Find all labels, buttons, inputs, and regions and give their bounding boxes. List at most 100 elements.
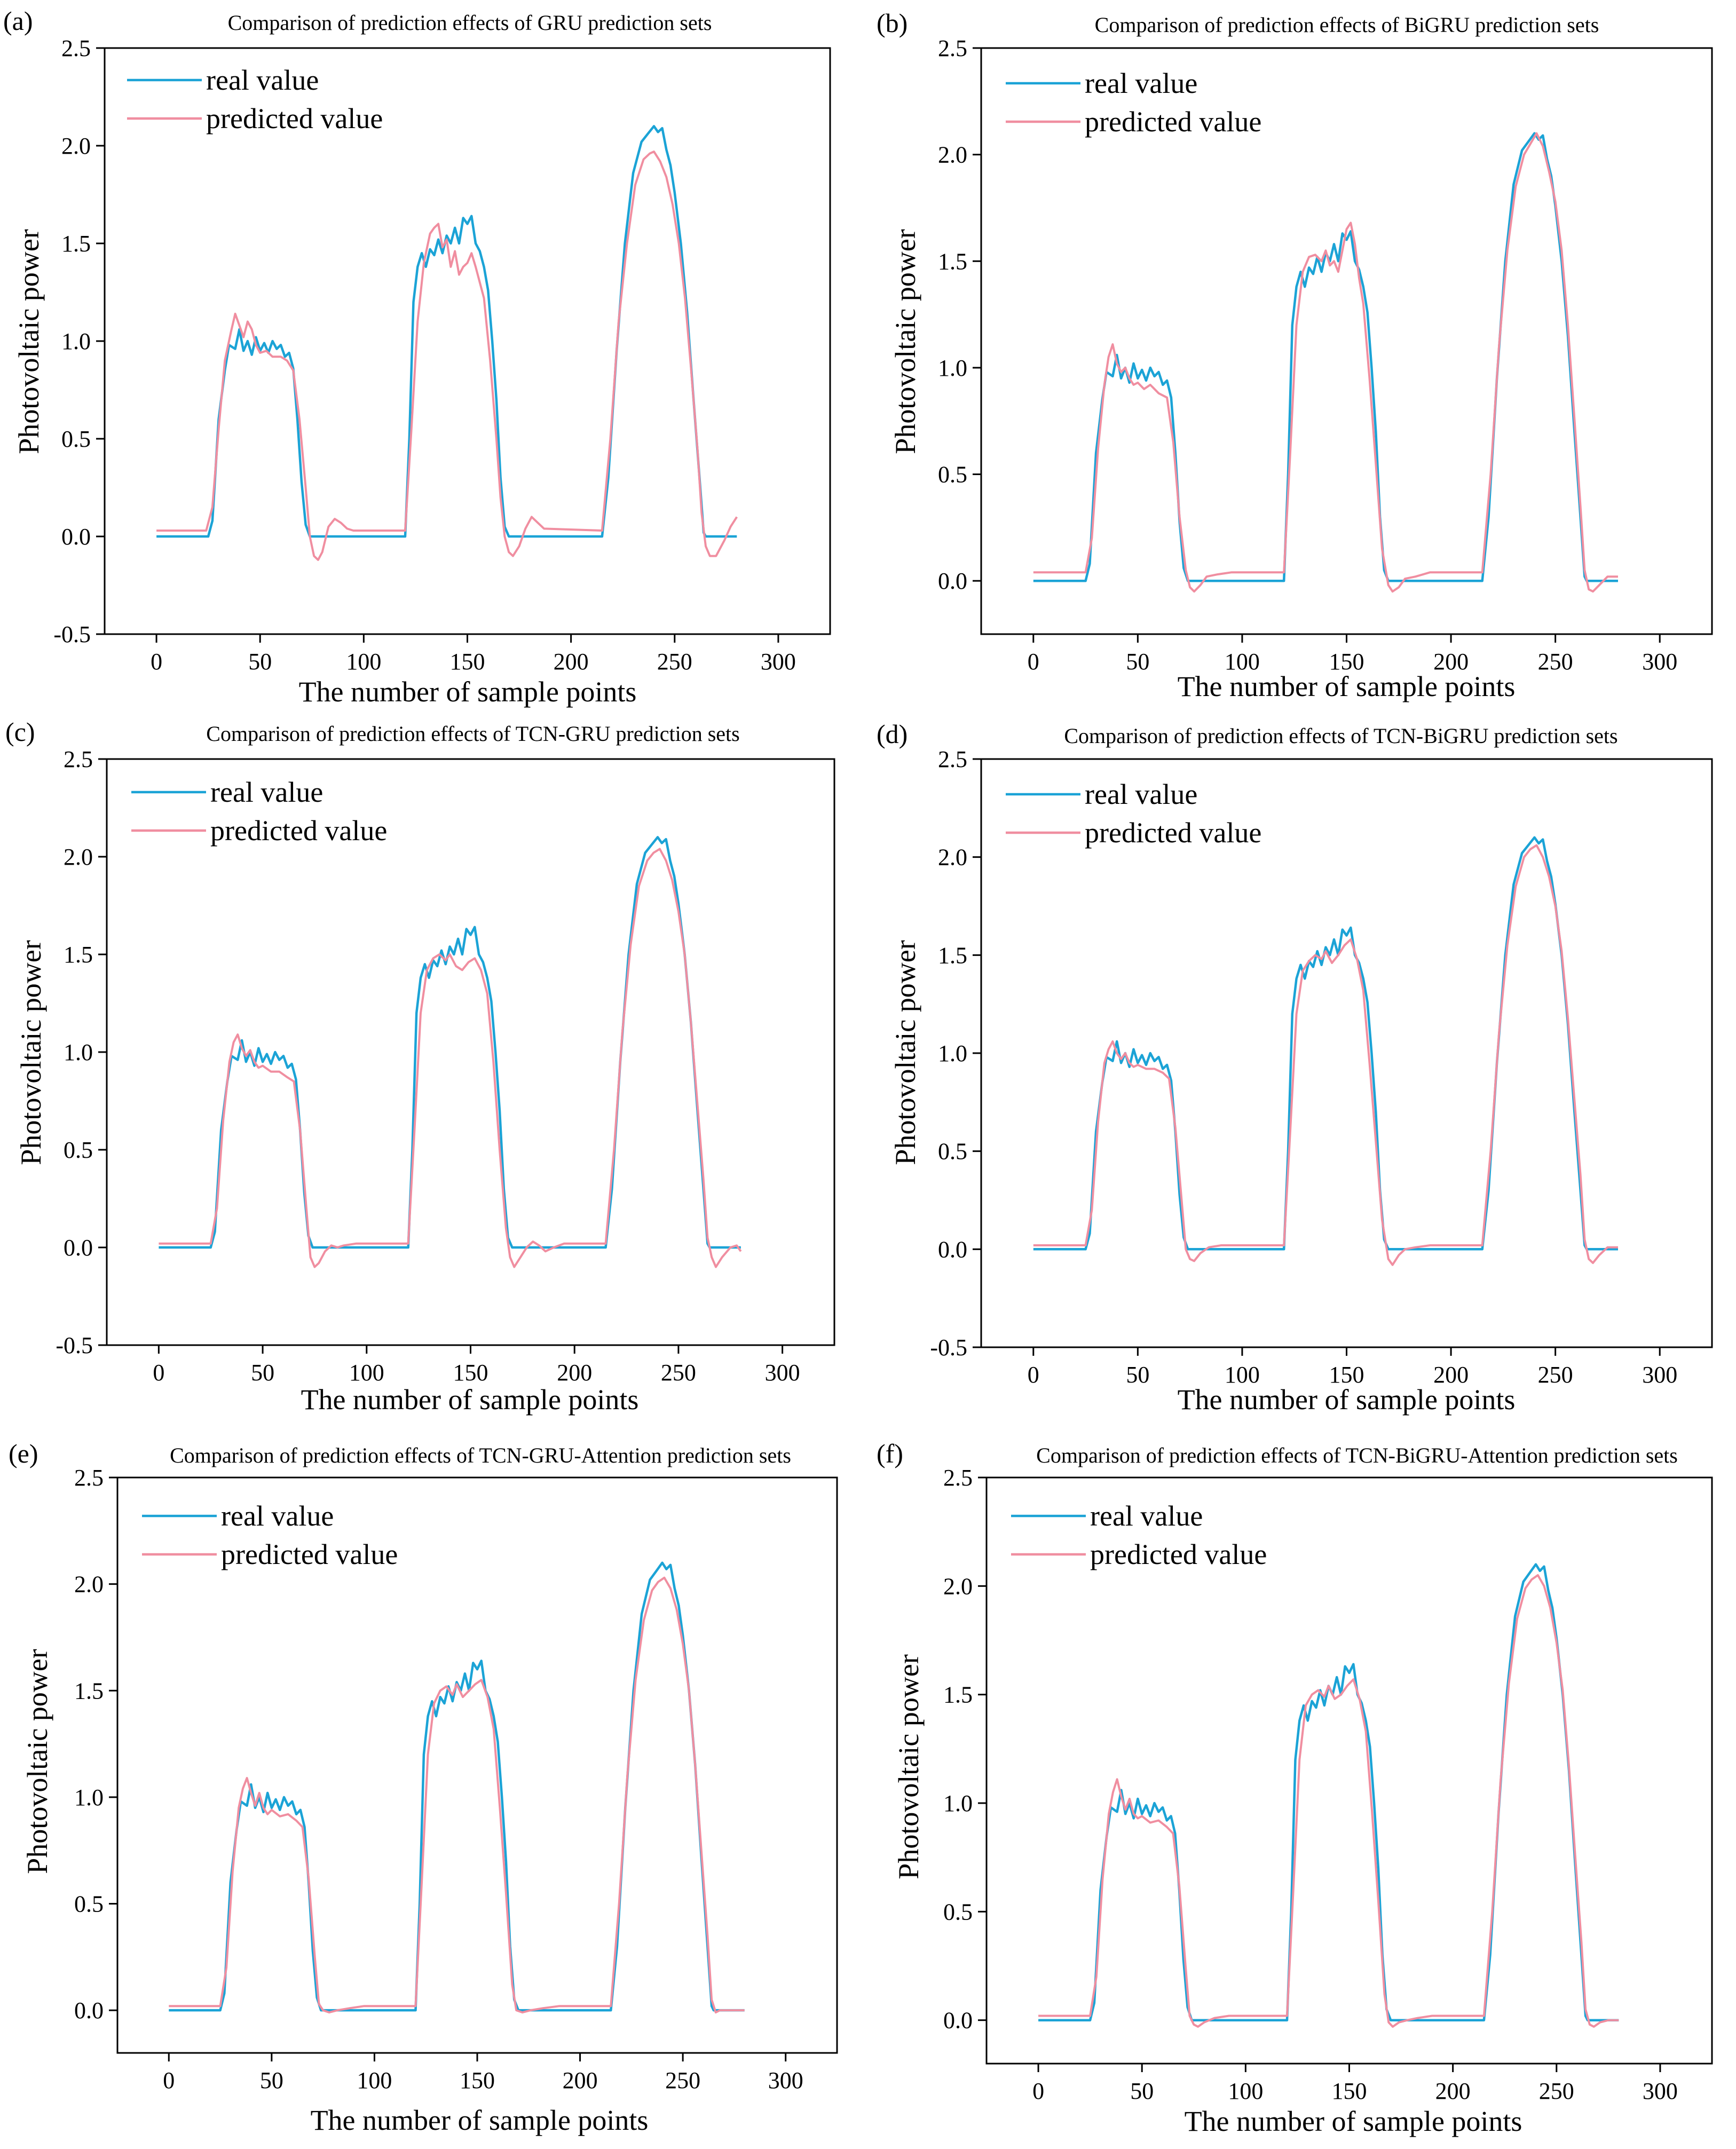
x-tick-label: 250 [665, 2067, 700, 2093]
panel-label: (f) [877, 1439, 903, 1468]
y-tick-label: 2.5 [943, 1465, 973, 1491]
y-tick-label: 1.5 [74, 1678, 104, 1704]
panel-label: (a) [3, 6, 33, 36]
x-tick-label: 150 [453, 1360, 488, 1386]
legend-label-predicted-value: predicted value [1090, 1538, 1267, 1570]
y-axis-label: Photovoltaic power [13, 229, 45, 454]
x-tick-label: 200 [1433, 649, 1469, 675]
legend-label-real-value: real value [210, 776, 323, 808]
panel-label: (d) [877, 719, 908, 749]
x-tick-label: 200 [557, 1360, 592, 1386]
x-axis-label: The number of sample points [1178, 1384, 1516, 1416]
y-tick-label: 2.0 [943, 1573, 973, 1599]
y-axis-label: Photovoltaic power [889, 940, 921, 1165]
y-tick-label: 1.5 [943, 1682, 973, 1708]
chart-panel-a: 0 50 100 150 200 250 300 -0.5 0.0 0.5 1.0 1.5 2.0 2.5… [3, 6, 831, 708]
chart-panel-d: 0 50 100 150 200 250 300 -0.5 0.0 0.5 1.0 1.5 2.0 2.5… [877, 719, 1713, 1416]
legend-label-predicted-value: predicted value [1085, 106, 1261, 138]
chart-title: Comparison of prediction effects of TCN-… [1036, 1443, 1678, 1467]
y-tick-label: 1.0 [938, 1040, 967, 1066]
x-tick-label: 50 [248, 649, 272, 675]
legend-label-real-value: real value [221, 1500, 334, 1532]
x-tick-label: 0 [151, 649, 162, 675]
x-tick-label: 200 [554, 649, 589, 675]
y-tick-label: 0.0 [938, 568, 967, 594]
x-tick-label: 250 [1538, 649, 1573, 675]
y-tick-label: 1.5 [61, 231, 91, 257]
series-line-real-value [1033, 132, 1618, 582]
x-tick-label: 0 [1028, 1362, 1039, 1388]
x-tick-label: 250 [1539, 2078, 1574, 2104]
y-tick-label: 2.0 [61, 133, 91, 159]
y-tick-label: -0.5 [53, 621, 91, 647]
y-tick-label: 1.0 [74, 1784, 104, 1811]
legend-label-predicted-value: predicted value [1085, 817, 1261, 849]
y-tick-label: 2.5 [74, 1465, 104, 1491]
x-tick-label: 200 [1435, 2078, 1471, 2104]
y-axis-label: Photovoltaic power [15, 940, 47, 1165]
y-axis-label: Photovoltaic power [21, 1649, 53, 1874]
x-tick-label: 250 [657, 649, 692, 675]
y-tick-label: 2.5 [61, 35, 91, 61]
chart-title: Comparison of prediction effects of TCN-… [206, 722, 739, 746]
x-tick-label: 50 [260, 2067, 283, 2093]
x-tick-label: 300 [761, 649, 796, 675]
y-tick-label: 0.0 [74, 1997, 104, 2024]
x-axis-label: The number of sample points [301, 1384, 639, 1416]
y-tick-label: 0.5 [938, 462, 967, 488]
x-tick-label: 50 [1126, 1362, 1149, 1388]
y-tick-label: 2.5 [64, 746, 93, 772]
x-tick-label: 50 [251, 1360, 274, 1386]
x-tick-label: 300 [1642, 1362, 1677, 1388]
chart-title: Comparison of prediction effects of TCN-… [1064, 724, 1617, 748]
y-tick-label: 1.0 [64, 1039, 93, 1065]
x-axis-label: The number of sample points [311, 2104, 649, 2136]
y-tick-label: 1.0 [61, 328, 91, 354]
plot-frame [106, 758, 835, 1346]
y-tick-label: 1.0 [938, 355, 967, 381]
series-line-real-value [1033, 836, 1618, 1251]
x-tick-label: 300 [1642, 649, 1677, 675]
legend-label-predicted-value: predicted value [210, 815, 387, 847]
x-tick-label: 100 [1225, 1362, 1260, 1388]
y-tick-label: -0.5 [56, 1332, 93, 1358]
x-tick-label: 0 [1028, 649, 1039, 675]
x-tick-label: 100 [349, 1360, 384, 1386]
y-tick-label: 0.0 [943, 2008, 973, 2034]
series-line-real-value [169, 1561, 745, 2012]
x-tick-label: 200 [1433, 1362, 1469, 1388]
chart-title: Comparison of prediction effects of TCN-… [170, 1443, 791, 1467]
x-tick-label: 50 [1130, 2078, 1154, 2104]
y-tick-label: -0.5 [930, 1334, 967, 1361]
chart-title: Comparison of prediction effects of BiGR… [1095, 13, 1599, 37]
x-tick-label: 250 [1538, 1362, 1573, 1388]
x-tick-label: 150 [1332, 2078, 1367, 2104]
y-tick-label: 2.5 [938, 35, 967, 61]
y-tick-label: 2.0 [938, 142, 967, 168]
x-tick-label: 300 [1643, 2078, 1678, 2104]
y-axis-label: Photovoltaic power [893, 1654, 925, 1879]
x-tick-label: 200 [563, 2067, 598, 2093]
y-tick-label: 2.0 [938, 844, 967, 871]
y-tick-label: 0.5 [943, 1899, 973, 1925]
y-tick-label: 1.5 [64, 942, 93, 968]
legend-label-real-value: real value [1090, 1500, 1203, 1532]
panel-label: (e) [9, 1439, 38, 1468]
chart-panel-b: 0 50 100 150 200 250 300 0.0 0.5 1.0 1.5 2.0 2.5 real… [877, 8, 1713, 702]
x-axis-label: The number of sample points [299, 676, 637, 708]
legend-label-predicted-value: predicted value [221, 1538, 398, 1570]
x-tick-label: 100 [357, 2067, 392, 2093]
panel-label: (c) [5, 717, 35, 747]
chart-panel-e: 0 50 100 150 200 250 300 0.0 0.5 1.0 1.5 2.0 2.5 real… [9, 1439, 838, 2136]
y-tick-label: 0.5 [64, 1137, 93, 1163]
y-tick-label: 0.5 [61, 426, 91, 452]
y-tick-label: 2.0 [74, 1571, 104, 1598]
legend-label-real-value: real value [1085, 778, 1197, 810]
y-tick-label: 0.0 [61, 524, 91, 550]
legend-label-predicted-value: predicted value [206, 102, 383, 135]
y-tick-label: 2.5 [938, 746, 967, 772]
y-tick-label: 0.5 [74, 1891, 104, 1917]
panel-label: (b) [877, 8, 908, 38]
y-tick-label: 1.0 [943, 1790, 973, 1816]
